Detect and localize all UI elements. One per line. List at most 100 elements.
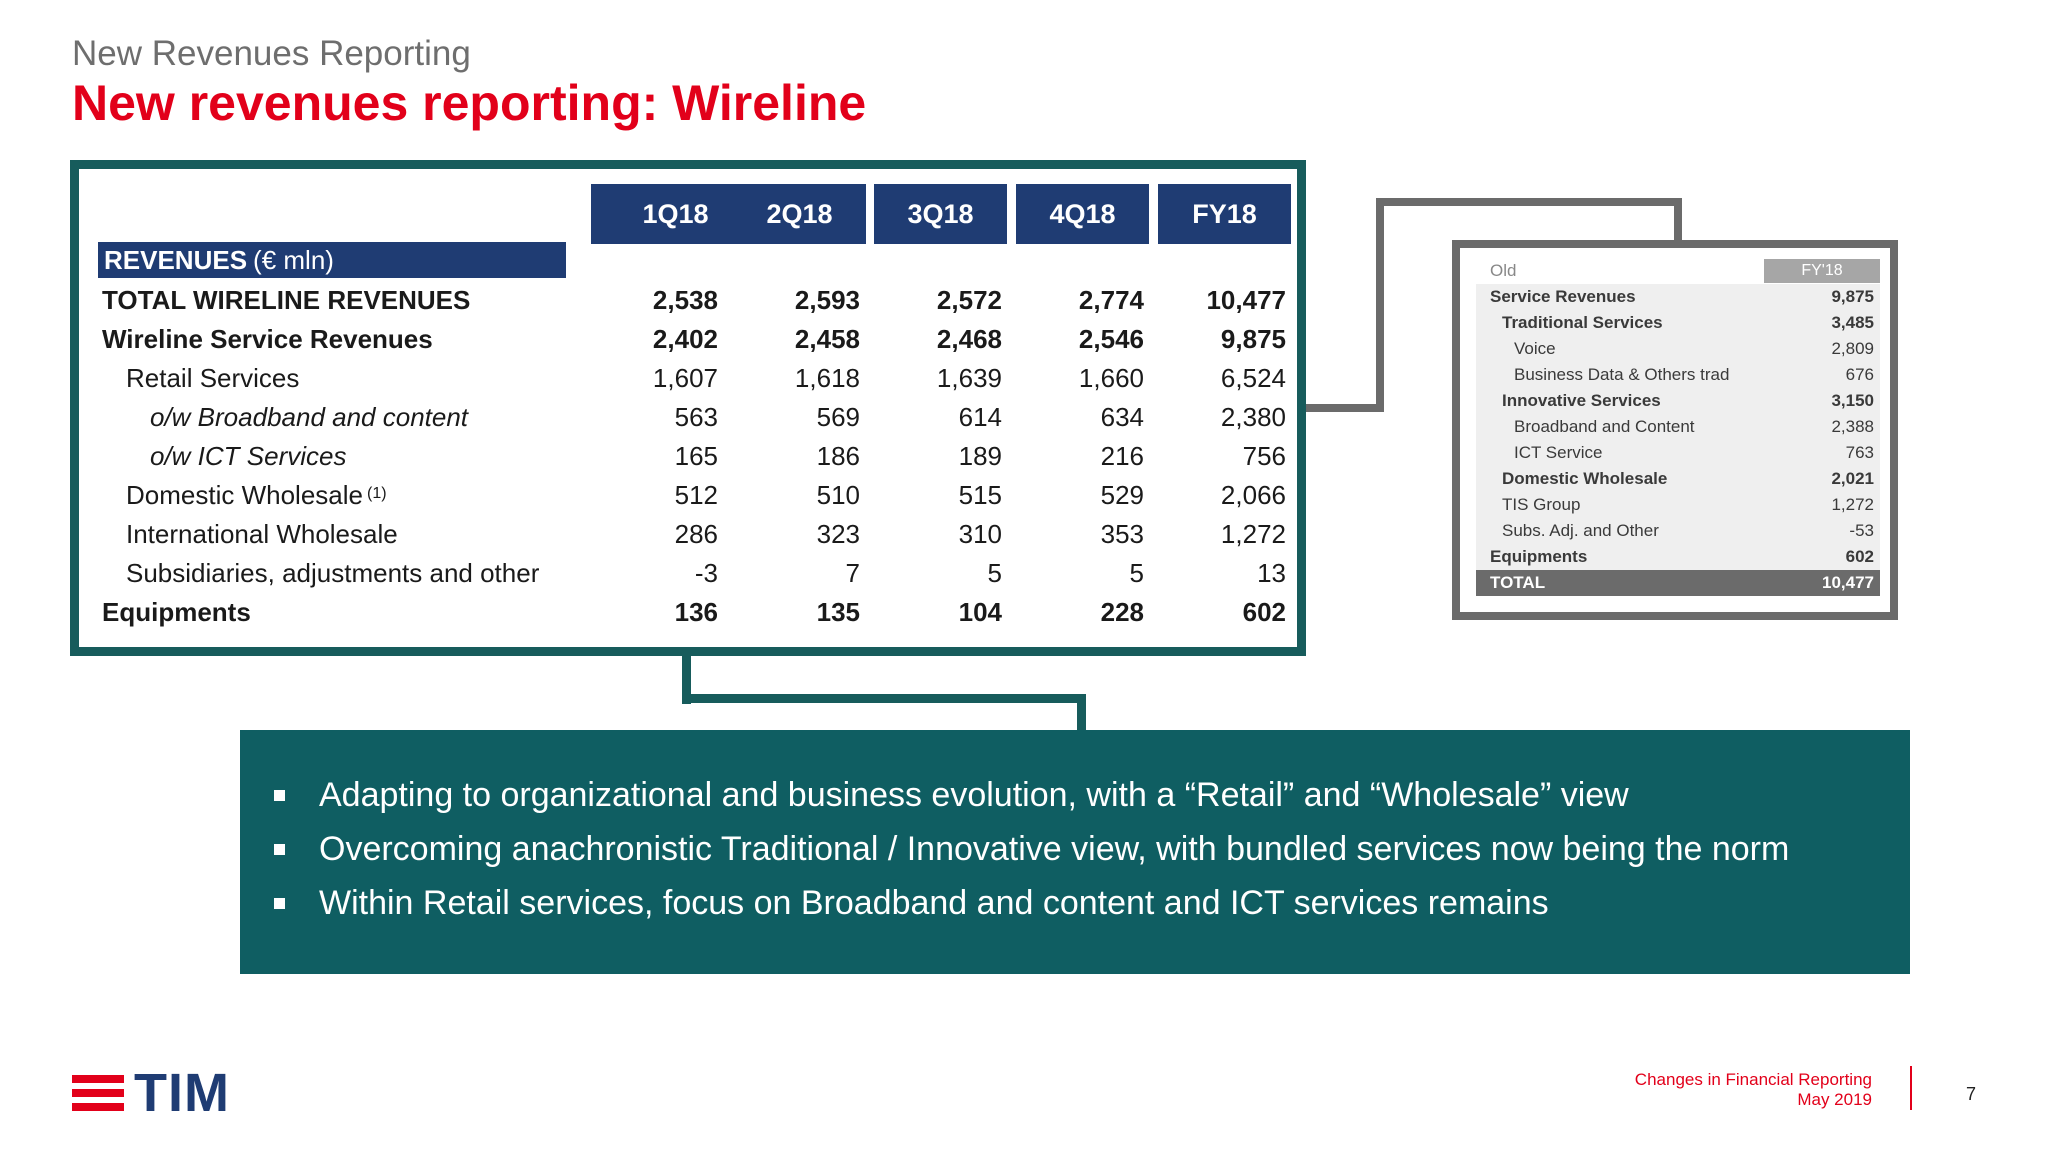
revenues-label-bold: REVENUES <box>104 244 248 275</box>
cell-fy18: 2,380 <box>1220 402 1286 432</box>
cell-fy18: 602 <box>1242 597 1286 627</box>
cell-3q18: 1,639 <box>936 363 1002 393</box>
old-header-label: Old <box>1490 261 1517 280</box>
cell-1q18: 286 <box>674 519 718 549</box>
old-row-value: 3,485 <box>1831 313 1874 332</box>
cell-3q18: 310 <box>958 519 1002 549</box>
old-row-value: 2,809 <box>1831 339 1874 358</box>
table-row-ow-broadband-content: o/w Broadband and content 563 569 614 634 2,3… <box>98 398 1290 437</box>
page-subtitle: New Revenues Reporting <box>72 34 471 73</box>
old-row-label: TIS Group <box>1502 495 1581 514</box>
row-label: TOTAL WIRELINE REVENUES <box>102 285 471 315</box>
cell-4q18: 353 <box>1100 519 1144 549</box>
old-table-row: TOTAL 10,477 <box>1476 570 1880 596</box>
row-label: o/w Broadband and content <box>150 402 469 432</box>
old-row-label: ICT Service <box>1514 443 1603 462</box>
cell-4q18: 529 <box>1100 480 1144 510</box>
cell-1q18: 165 <box>674 441 718 471</box>
cell-2q18: 7 <box>845 558 860 588</box>
bullet-text: Within Retail services, focus on Broadba… <box>319 884 1549 922</box>
cell-2q18: 569 <box>816 402 860 432</box>
footer-line-2: May 2019 <box>1797 1090 1872 1109</box>
cell-fy18: 6,524 <box>1220 363 1286 393</box>
cell-3q18: 189 <box>958 441 1002 471</box>
cell-fy18: 756 <box>1242 441 1286 471</box>
cell-3q18: 515 <box>958 480 1002 510</box>
old-row-label: Voice <box>1514 339 1556 358</box>
row-label: Subsidiaries, adjustments and other <box>126 558 540 588</box>
cell-1q18: 2,538 <box>652 285 718 315</box>
cell-4q18: 216 <box>1100 441 1144 471</box>
old-table-row: Subs. Adj. and Other -53 <box>1476 518 1880 544</box>
revenues-section-label: REVENUES (€ mln) <box>98 242 566 278</box>
old-row-label: Domestic Wholesale <box>1502 469 1668 488</box>
old-row-value: -53 <box>1849 521 1874 540</box>
cell-1q18: 563 <box>674 402 718 432</box>
table-row-international-wholesale: International Wholesale 286 323 310 353 1,272 <box>98 515 1290 554</box>
old-row-value: 1,272 <box>1831 495 1874 514</box>
old-row-value: 2,021 <box>1831 469 1874 488</box>
row-label: Domestic Wholesale <box>126 480 363 510</box>
page-title: New revenues reporting: Wireline <box>72 75 867 131</box>
cell-2q18: 510 <box>816 480 860 510</box>
table-row-equipments: Equipments 136 135 104 228 602 <box>98 593 1290 632</box>
cell-3q18: 2,572 <box>936 285 1002 315</box>
page-number: 7 <box>1966 1084 1977 1104</box>
cell-4q18: 228 <box>1100 597 1144 627</box>
tim-logo: TIM <box>72 1066 230 1120</box>
old-row-label: Equipments <box>1490 547 1588 566</box>
old-table-row: ICT Service 763 <box>1476 440 1880 466</box>
cell-1q18: 512 <box>674 480 718 510</box>
cell-4q18: 1,660 <box>1078 363 1144 393</box>
footer-divider <box>1910 1066 1912 1110</box>
old-table-row: Domestic Wholesale 2,021 <box>1476 466 1880 492</box>
old-row-value: 763 <box>1845 443 1874 462</box>
old-row-label: Business Data & Others trad <box>1514 365 1730 384</box>
old-table-header: Old FY'18 <box>1476 258 1880 284</box>
cell-fy18: 1,272 <box>1220 519 1286 549</box>
cell-3q18: 5 <box>987 558 1002 588</box>
bullet-square-icon <box>274 844 285 855</box>
table-row-total-wireline-revenues: TOTAL WIRELINE REVENUES 2,538 2,593 2,572 2,… <box>98 281 1290 320</box>
cell-3q18: 614 <box>958 402 1002 432</box>
tim-logo-mark-icon <box>72 1075 124 1111</box>
old-row-label: Innovative Services <box>1502 391 1661 410</box>
old-row-label: Traditional Services <box>1502 313 1663 332</box>
bullet-item: Overcoming anachronistic Traditional / I… <box>270 830 1789 869</box>
old-row-label: Service Revenues <box>1490 287 1636 306</box>
footer-caption: Changes in Financial Reporting May 2019 <box>1635 1070 1872 1110</box>
tim-logo-text: TIM <box>134 1063 230 1123</box>
cell-2q18: 1,618 <box>794 363 860 393</box>
table-row-retail-services: Retail Services 1,607 1,618 1,639 1,660 6,524 <box>98 359 1290 398</box>
bullet-item: Within Retail services, focus on Broadba… <box>270 884 1549 923</box>
bullet-text: Adapting to organizational and business … <box>319 776 1629 814</box>
column-header-4q18: 4Q18 <box>1016 184 1149 244</box>
cell-2q18: 186 <box>816 441 860 471</box>
table-row-wireline-service-revenues: Wireline Service Revenues 2,402 2,458 2,468… <box>98 320 1290 359</box>
bullet-item: Adapting to organizational and business … <box>270 776 1629 815</box>
cell-1q18: 2,402 <box>652 324 718 354</box>
old-row-label: Broadband and Content <box>1514 417 1695 436</box>
row-label: International Wholesale <box>126 519 398 549</box>
cell-fy18: 13 <box>1257 558 1286 588</box>
row-label: Equipments <box>102 597 251 627</box>
table-row-subsidiaries-adjustments-other: Subsidiaries, adjustments and other -3 7 5 5… <box>98 554 1290 593</box>
column-header-1q18: 1Q18 <box>591 184 760 244</box>
cell-4q18: 634 <box>1100 402 1144 432</box>
old-row-label: Subs. Adj. and Other <box>1502 521 1659 540</box>
cell-fy18: 10,477 <box>1206 285 1286 315</box>
cell-3q18: 104 <box>958 597 1002 627</box>
cell-1q18: 136 <box>674 597 718 627</box>
row-label: Retail Services <box>126 363 300 393</box>
row-label: Wireline Service Revenues <box>102 324 433 354</box>
cell-4q18: 2,774 <box>1078 285 1144 315</box>
old-row-value: 9,875 <box>1831 287 1874 306</box>
cell-1q18: 1,607 <box>652 363 718 393</box>
cell-fy18: 2,066 <box>1220 480 1286 510</box>
bullet-square-icon <box>274 790 285 801</box>
old-table-row: Business Data & Others trad 676 <box>1476 362 1880 388</box>
old-row-value: 3,150 <box>1831 391 1874 410</box>
row-label: o/w ICT Services <box>150 441 347 471</box>
cell-2q18: 2,458 <box>794 324 860 354</box>
old-row-value: 10,477 <box>1822 573 1874 592</box>
